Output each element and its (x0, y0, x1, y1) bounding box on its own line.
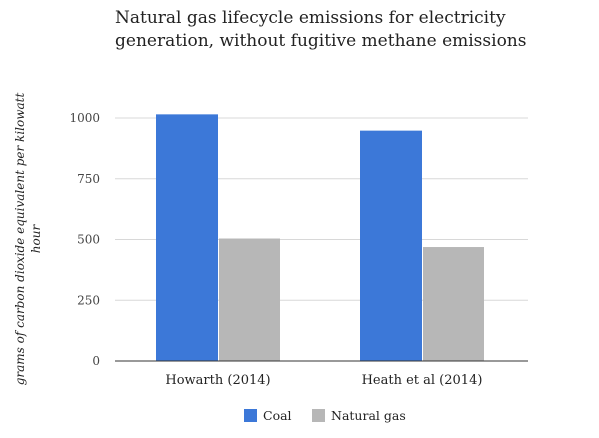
bar-coal (156, 114, 218, 361)
legend-swatch (312, 409, 325, 422)
y-axis-ticks: 0 250 500 750 1000 (69, 111, 100, 368)
legend: Coal Natural gas (244, 408, 406, 423)
y-tick-label: 500 (77, 233, 100, 247)
y-tick-label: 0 (92, 354, 100, 368)
chart-title-line-2: generation, without fugitive methane emi… (115, 31, 526, 51)
y-tick-label: 250 (77, 293, 100, 307)
y-axis-title-line-2: hour (29, 224, 43, 254)
y-tick-label: 750 (77, 172, 100, 186)
y-axis-title-line-1: grams of carbon dioxide equivalent per k… (13, 93, 27, 386)
y-tick-label: 1000 (69, 111, 100, 125)
x-axis-categories: Howarth (2014) Heath et al (2014) (165, 373, 482, 388)
chart-title-line-1: Natural gas lifecycle emissions for elec… (115, 8, 506, 28)
x-category-label: Howarth (2014) (165, 373, 270, 388)
bars (156, 114, 484, 361)
legend-label: Natural gas (331, 408, 406, 423)
legend-item-coal: Coal (244, 408, 292, 423)
x-category-label: Heath et al (2014) (362, 373, 483, 388)
legend-swatch (244, 409, 257, 422)
legend-label: Coal (263, 408, 292, 423)
y-axis-title: grams of carbon dioxide equivalent per k… (13, 93, 43, 386)
bar-natural-gas (219, 238, 280, 361)
legend-item-natural-gas: Natural gas (312, 408, 406, 423)
bar-coal (360, 130, 422, 361)
bar-natural-gas (423, 247, 484, 361)
